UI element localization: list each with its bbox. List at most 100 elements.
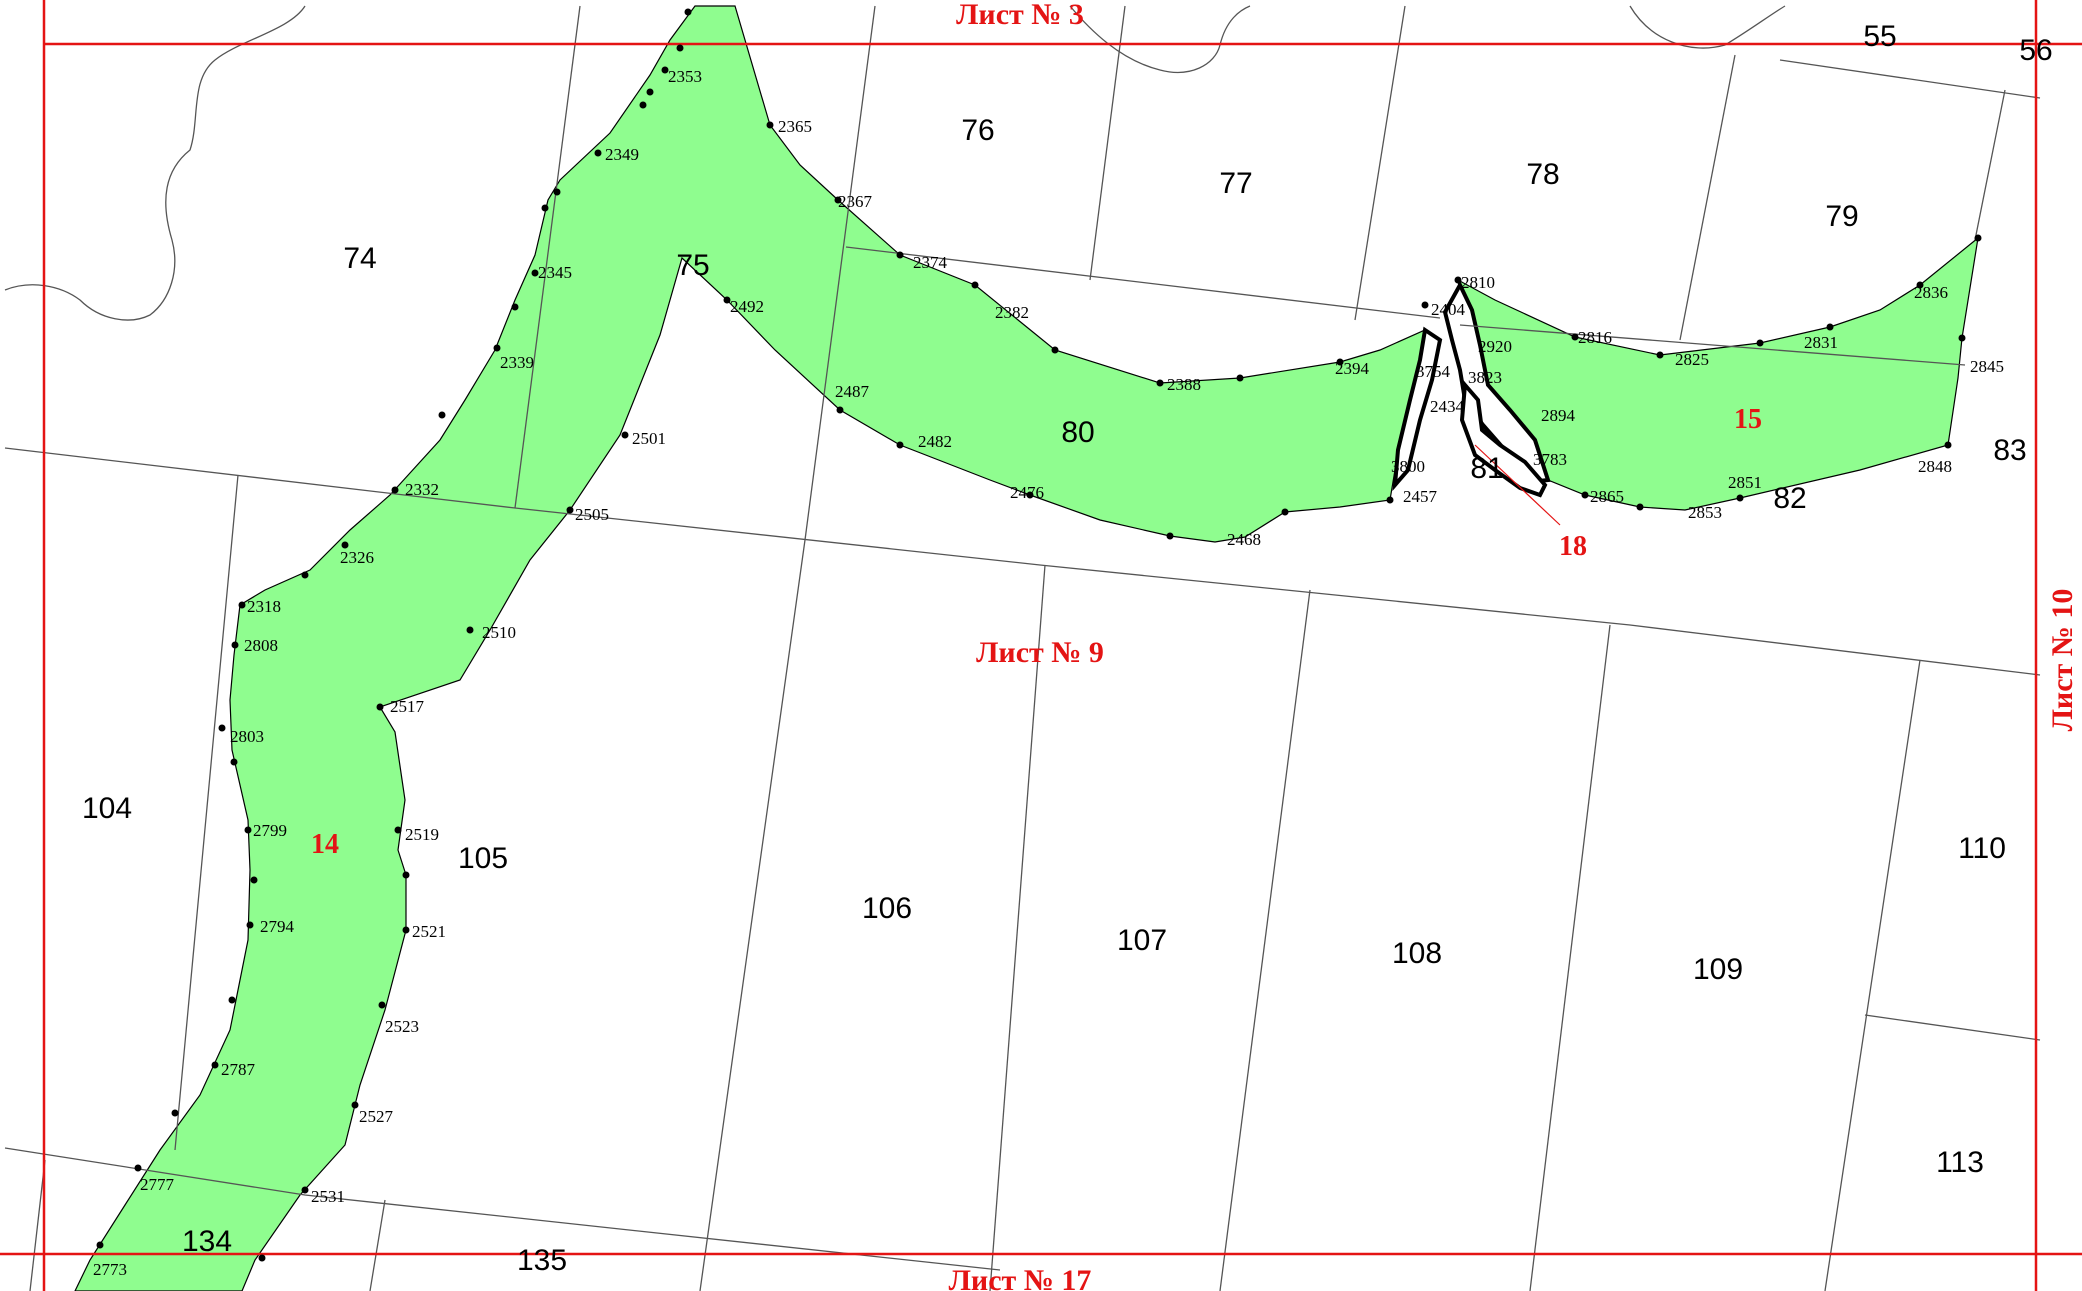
parcel-label: 104	[82, 792, 132, 825]
parcel-label: 83	[1993, 434, 2026, 467]
parcel-line	[804, 5, 876, 541]
point-label: 2349	[605, 145, 639, 164]
parcel-label: 76	[961, 114, 994, 147]
parcel-line	[1089, 5, 1126, 281]
parcel-line	[4, 447, 2041, 676]
parcel-line	[1864, 1014, 2041, 1041]
sheet-labels: Лист № 9 Лист № 3 Лист № 17 Лист № 10	[949, 0, 2079, 1291]
sheet-label-current: Лист № 9	[976, 636, 1104, 669]
point-label: 2531	[311, 1187, 345, 1206]
point-label: 2787	[221, 1060, 256, 1079]
parcel-line	[1679, 54, 1736, 341]
point-label: 2374	[913, 253, 948, 272]
parcel-label: 134	[182, 1225, 232, 1258]
point-label: 2468	[1227, 530, 1261, 549]
parcel-line	[29, 1159, 46, 1291]
boundary-points	[96, 8, 1982, 1262]
point-label: 3754	[1416, 362, 1451, 381]
point-label: 2777	[140, 1175, 175, 1194]
parcel-label: 79	[1825, 200, 1858, 233]
point-label: 2521	[412, 922, 446, 941]
point-label: 2848	[1918, 457, 1952, 476]
parcel-label: 105	[458, 842, 508, 875]
point-label: 2353	[668, 67, 702, 86]
sheet-label-bottom: Лист № 17	[949, 1264, 1092, 1291]
parcel-line	[1459, 324, 1966, 366]
parcel-line	[1529, 624, 1611, 1291]
zone-label-15: 15	[1734, 404, 1762, 435]
point-label: 2487	[835, 382, 870, 401]
point-label: 2527	[359, 1107, 394, 1126]
point-label: 2853	[1688, 503, 1722, 522]
parcel-label: 107	[1117, 924, 1167, 957]
point-label: 2851	[1728, 473, 1762, 492]
point-label: 2803	[230, 727, 264, 746]
parcel-label: 56	[2019, 34, 2052, 67]
sheet-label-top: Лист № 3	[956, 0, 1084, 31]
parcel-line	[4, 1147, 1001, 1271]
parcel-line	[514, 5, 581, 509]
zone-voids	[1392, 280, 1551, 498]
parcel-label: 82	[1773, 482, 1806, 515]
void-middle	[1459, 380, 1548, 498]
point-label: 2816	[1578, 328, 1612, 347]
point-label: 2345	[538, 263, 572, 282]
parcel-label: 113	[1936, 1146, 1984, 1179]
point-label: 2808	[244, 636, 278, 655]
point-label: 2382	[995, 303, 1029, 322]
point-label: 2836	[1914, 283, 1948, 302]
terrain-line	[4, 5, 306, 321]
parcel-line	[1219, 589, 1311, 1291]
point-label: 2794	[260, 917, 295, 936]
parcel-label: 77	[1219, 167, 1252, 200]
parcel-labels: 55 56 74 75 76 77 78 79 80 81 82 83 104 …	[82, 20, 2053, 1277]
point-label: 2501	[632, 429, 666, 448]
parcel-line	[845, 246, 1441, 319]
point-label: 2476	[1010, 483, 1044, 502]
point-label: 2492	[730, 297, 764, 316]
point-label: 2332	[405, 480, 439, 499]
point-label: 2394	[1335, 359, 1370, 378]
point-label: 2326	[340, 548, 374, 567]
point-label: 3823	[1468, 368, 1502, 387]
zone-18-leader	[1474, 444, 1561, 526]
point-label: 2519	[405, 825, 439, 844]
point-label: 3800	[1391, 457, 1425, 476]
point-label: 3783	[1533, 450, 1567, 469]
point-label: 2339	[500, 353, 534, 372]
point-label: 2367	[838, 192, 873, 211]
point-label: 2404	[1431, 300, 1466, 319]
parcel-label: 108	[1392, 937, 1442, 970]
point-label: 2318	[247, 597, 281, 616]
point-label: 2920	[1478, 337, 1512, 356]
zone-labels: 14 15 18	[311, 404, 1762, 860]
zone-label-18: 18	[1559, 531, 1587, 562]
point-label: 2434	[1430, 397, 1465, 416]
point-label: 2523	[385, 1017, 419, 1036]
parcel-line	[1779, 59, 2041, 99]
point-label: 2482	[918, 432, 952, 451]
parcel-label: 75	[676, 249, 709, 282]
parcel-label: 109	[1693, 953, 1743, 986]
point-labels: 2353 2365 2349 2367 2374 2345 2492 2382 …	[93, 67, 2004, 1279]
parcel-line	[699, 539, 806, 1291]
parcel-label: 55	[1863, 20, 1896, 53]
point-label: 2894	[1541, 406, 1576, 425]
parcel-line	[174, 474, 239, 1151]
point-label: 2845	[1970, 357, 2004, 376]
parcel-label: 74	[343, 242, 376, 275]
parcel-line	[369, 1199, 386, 1291]
parcel-line	[989, 564, 1046, 1291]
parcel-line	[1354, 5, 1406, 321]
point-label: 2799	[253, 821, 287, 840]
parcel-line	[1824, 659, 1921, 1291]
terrain-line	[1069, 5, 1251, 74]
point-label: 2517	[390, 697, 425, 716]
point-label: 2510	[482, 623, 516, 642]
void-west	[1392, 326, 1443, 491]
parcel-label: 135	[517, 1244, 567, 1277]
terrain-line	[1629, 5, 1786, 49]
zone-label-14: 14	[311, 829, 339, 860]
point-label: 2365	[778, 117, 812, 136]
parcel-label: 78	[1526, 158, 1559, 191]
